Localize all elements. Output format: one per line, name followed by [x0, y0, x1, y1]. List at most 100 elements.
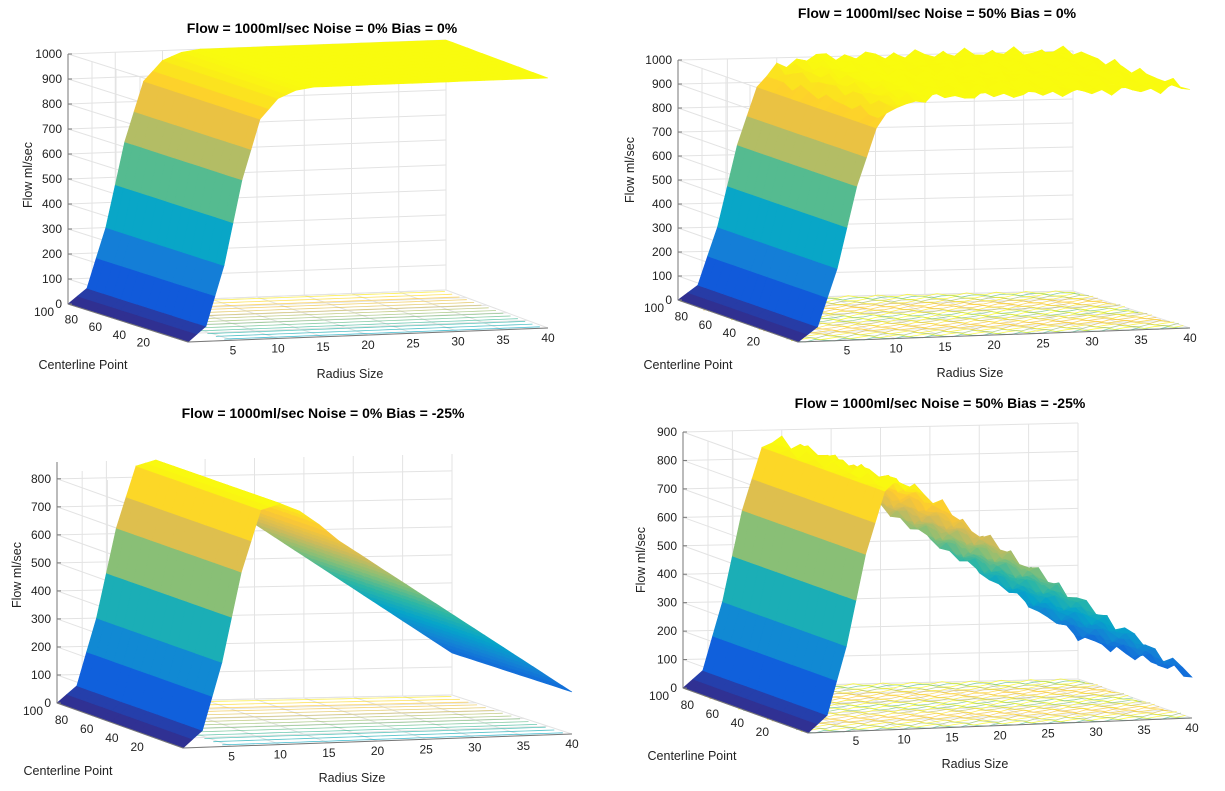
x-tick-label: 20 — [987, 338, 1001, 352]
z-tick-label: 0 — [44, 696, 51, 710]
x-tick-label: 30 — [1085, 335, 1099, 349]
x-tick-label: 30 — [1089, 725, 1103, 739]
x-tick-label: 10 — [274, 748, 288, 762]
z-tick-label: 400 — [652, 197, 672, 211]
z-tick-label: 200 — [42, 247, 62, 261]
x-tick-label: 40 — [1183, 331, 1197, 345]
y-tick-label: 100 — [23, 704, 43, 718]
x-tick-label: 5 — [228, 749, 235, 763]
y-axis-label: Centerline Point — [24, 764, 113, 778]
y-tick-label: 20 — [756, 725, 770, 739]
x-tick-label: 15 — [945, 730, 959, 744]
x-tick-label: 25 — [1036, 336, 1050, 350]
z-tick-label: 300 — [42, 222, 62, 236]
z-axis-label: Flow ml/sec — [634, 527, 648, 593]
z-tick-label: 400 — [42, 197, 62, 211]
z-tick-label: 900 — [657, 425, 677, 439]
z-tick-label: 700 — [31, 500, 51, 514]
y-tick-label: 100 — [649, 689, 669, 703]
z-tick-label: 600 — [657, 510, 677, 524]
z-tick-label: 400 — [31, 584, 51, 598]
z-tick-label: 800 — [42, 97, 62, 111]
z-tick-label: 400 — [657, 567, 677, 581]
z-tick-label: 100 — [657, 653, 677, 667]
y-tick-label: 20 — [747, 335, 761, 349]
z-tick-label: 700 — [42, 122, 62, 136]
x-tick-label: 15 — [322, 746, 336, 760]
y-tick-label: 60 — [706, 707, 720, 721]
chart-panel-4: 0100200300400500600700800900204060801005… — [634, 395, 1199, 771]
x-tick-label: 15 — [316, 340, 330, 354]
x-tick-label: 10 — [271, 342, 285, 356]
flow-surface — [682, 435, 1193, 734]
x-tick-label: 25 — [406, 336, 420, 350]
chart-panel-2: 0100200300400500600700800900100020406080… — [623, 5, 1197, 380]
x-axis-label: Radius Size — [942, 757, 1009, 771]
flow-surface — [677, 45, 1191, 343]
chart-title: Flow = 1000ml/sec Noise = 0% Bias = -25% — [182, 405, 465, 421]
z-tick-label: 800 — [657, 453, 677, 467]
axes — [56, 462, 573, 749]
y-tick-label: 100 — [34, 305, 54, 319]
x-tick-label: 35 — [517, 739, 531, 753]
y-tick-label: 80 — [675, 309, 689, 323]
y-tick-label: 80 — [681, 698, 695, 712]
x-tick-label: 40 — [565, 737, 579, 751]
y-tick-label: 80 — [55, 713, 69, 727]
y-tick-label: 20 — [137, 335, 151, 349]
x-tick-label: 25 — [1041, 727, 1055, 741]
y-tick-label: 40 — [723, 326, 737, 340]
z-tick-label: 200 — [652, 245, 672, 259]
z-tick-label: 800 — [31, 472, 51, 486]
x-tick-label: 40 — [541, 331, 555, 345]
y-axis-label: Centerline Point — [648, 749, 737, 763]
axes — [67, 53, 549, 343]
x-tick-label: 25 — [419, 742, 433, 756]
z-tick-label: 100 — [652, 269, 672, 283]
y-tick-label: 60 — [699, 318, 713, 332]
x-tick-label: 20 — [371, 744, 385, 758]
z-tick-label: 1000 — [645, 53, 672, 67]
z-tick-label: 500 — [657, 539, 677, 553]
floor-contours — [105, 696, 563, 746]
x-tick-label: 15 — [938, 340, 952, 354]
x-tick-label: 35 — [1137, 723, 1151, 737]
flow-surface — [67, 39, 549, 343]
x-axis-label: Radius Size — [317, 367, 384, 381]
z-tick-label: 900 — [652, 77, 672, 91]
x-tick-label: 35 — [496, 333, 510, 347]
y-tick-label: 40 — [731, 716, 745, 730]
y-tick-label: 80 — [65, 313, 79, 327]
x-tick-label: 20 — [993, 729, 1007, 743]
z-tick-label: 300 — [652, 221, 672, 235]
x-tick-label: 20 — [361, 338, 375, 352]
z-tick-label: 600 — [652, 149, 672, 163]
z-tick-label: 200 — [657, 624, 677, 638]
x-tick-label: 35 — [1134, 333, 1148, 347]
z-tick-label: 300 — [657, 596, 677, 610]
z-tick-label: 200 — [31, 640, 51, 654]
x-tick-label: 10 — [889, 342, 903, 356]
z-tick-label: 0 — [665, 293, 672, 307]
x-tick-label: 30 — [468, 741, 482, 755]
z-tick-label: 100 — [31, 668, 51, 682]
x-axis-label: Radius Size — [937, 366, 1004, 380]
chart-title: Flow = 1000ml/sec Noise = 50% Bias = 0% — [798, 5, 1077, 21]
z-tick-label: 500 — [42, 172, 62, 186]
y-tick-label: 20 — [130, 740, 144, 754]
x-axis-label: Radius Size — [319, 771, 386, 785]
chart-title: Flow = 1000ml/sec Noise = 50% Bias = -25… — [795, 395, 1086, 411]
y-tick-label: 40 — [113, 328, 127, 342]
y-tick-label: 40 — [105, 731, 119, 745]
y-tick-label: 60 — [89, 320, 103, 334]
z-tick-label: 700 — [657, 482, 677, 496]
z-tick-label: 500 — [652, 173, 672, 187]
z-tick-label: 100 — [42, 272, 62, 286]
z-tick-label: 1000 — [35, 47, 62, 61]
z-tick-label: 500 — [31, 556, 51, 570]
z-axis-label: Flow ml/sec — [10, 542, 24, 608]
x-tick-label: 5 — [853, 734, 860, 748]
z-tick-label: 700 — [652, 125, 672, 139]
